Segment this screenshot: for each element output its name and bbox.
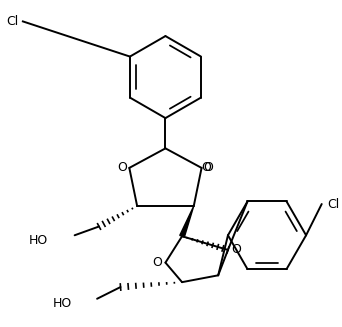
Text: HO: HO: [52, 297, 71, 310]
Text: Cl: Cl: [7, 15, 19, 28]
Text: O: O: [153, 256, 162, 269]
Text: O: O: [201, 162, 211, 174]
Text: O: O: [203, 162, 213, 174]
Text: O: O: [118, 162, 128, 174]
Text: HO: HO: [29, 234, 48, 247]
Text: O: O: [231, 243, 241, 256]
Text: Cl: Cl: [328, 198, 340, 211]
Polygon shape: [180, 206, 194, 237]
